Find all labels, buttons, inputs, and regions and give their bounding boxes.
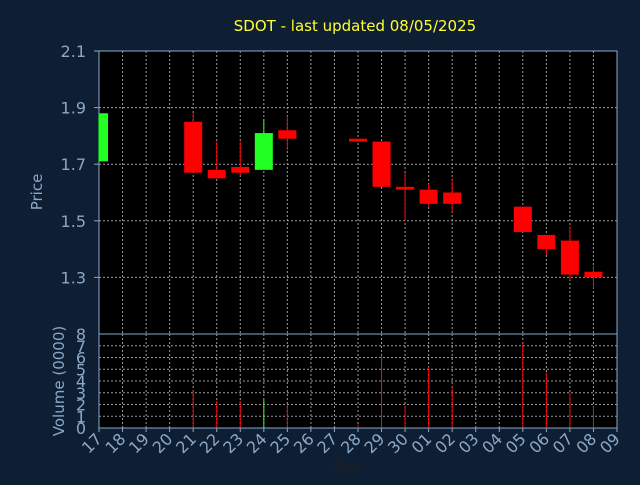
candle-body (99, 113, 108, 162)
candles-layer (98, 113, 603, 289)
price-tick-label: 2.1 (61, 42, 86, 61)
x-ticks: 1718192021222324252627282930010203040506… (78, 428, 624, 457)
volume-tick-label: 3 (76, 384, 86, 403)
candle-body (207, 169, 226, 179)
candle-body (184, 121, 203, 173)
volume-tick-label: 0 (76, 419, 86, 438)
price-tick-label: 1.5 (61, 212, 86, 231)
volume-tick-label: 4 (76, 372, 86, 391)
price-tick-label: 1.9 (61, 99, 86, 118)
candle-body (443, 192, 462, 204)
volume-tick-label: 1 (76, 407, 86, 426)
price-tick-label: 1.7 (61, 155, 86, 174)
x-tick-label: 09 (596, 429, 624, 457)
volume-axis-label: Volume (0000) (50, 326, 68, 436)
x-axis-label: Day (333, 458, 363, 476)
chart-title: SDOT - last updated 08/05/2025 (234, 17, 476, 35)
candle-body (372, 141, 391, 187)
volume-tick-label: 5 (76, 360, 86, 379)
candle-body (396, 186, 415, 190)
candle-body (560, 240, 579, 275)
price-y-ticks: 2.1 1.9 1.7 1.5 1.3 (61, 42, 99, 287)
price-tick-label: 1.3 (61, 268, 86, 287)
candle-body (419, 189, 438, 204)
volume-tick-label: 7 (76, 337, 86, 356)
candle-body (584, 271, 603, 278)
volume-bars-layer (192, 343, 594, 428)
candle-body (254, 133, 273, 170)
candle-body (513, 206, 532, 233)
volume-tick-label: 8 (76, 325, 86, 344)
volume-plot-area (98, 333, 618, 429)
candle-body (231, 167, 250, 173)
candle-body (537, 234, 556, 250)
volume-tick-label: 6 (76, 349, 86, 368)
candle-body (278, 130, 297, 139)
price-axis-label: Price (28, 174, 46, 211)
candle-body (349, 138, 367, 142)
volume-tick-label: 2 (76, 396, 86, 415)
